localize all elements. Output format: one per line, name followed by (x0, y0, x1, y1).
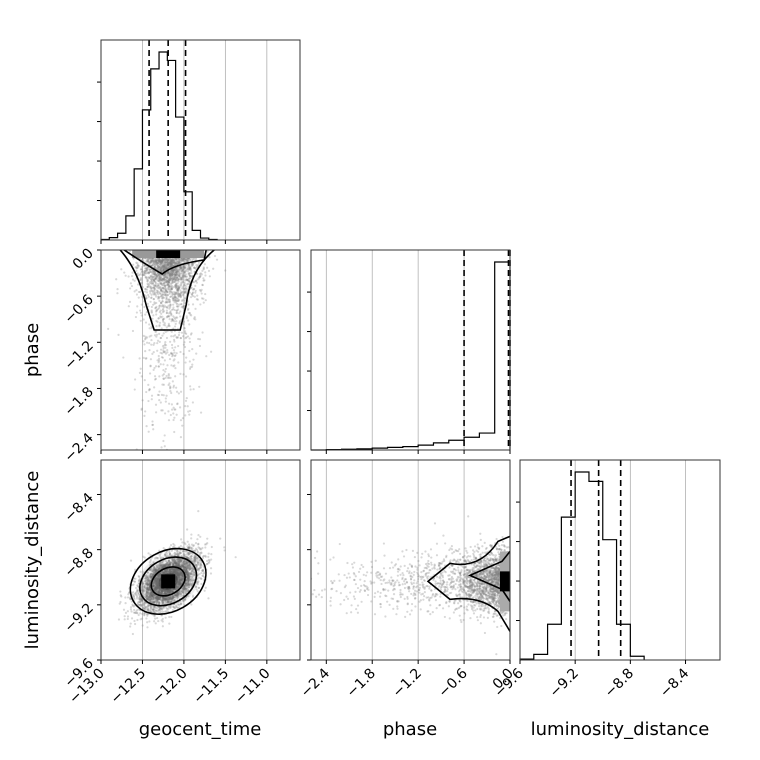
density-peak (500, 571, 510, 592)
contour-line (123, 250, 207, 275)
x-tick-label: −8.8 (602, 666, 637, 701)
x-tick-label: −11.5 (191, 666, 233, 708)
y-tick-label: −0.6 (61, 292, 96, 327)
x-tick-label: −11.0 (232, 666, 274, 708)
histogram-geocent_time (100, 51, 218, 241)
scatter-geocent_time_phase (107, 250, 227, 450)
x-tick-label: −9.6 (491, 665, 526, 700)
panel-frame-geocent_time_phase (100, 249, 301, 451)
y-tick-label: −8.4 (61, 490, 96, 525)
x-axis-label-geocent-time: geocent_time (139, 719, 262, 740)
y-tick-label: −2.4 (61, 430, 96, 465)
y-tick-label: −8.8 (61, 545, 96, 580)
y-axis-label-phase: phase (22, 323, 43, 377)
histogram-luminosity_distance (519, 471, 645, 660)
hist-frame-luminosity_distance (519, 459, 721, 661)
density-shade (137, 553, 200, 610)
x-tick-label: −8.4 (657, 665, 692, 700)
scatter-phase_luminosity_distance (311, 515, 510, 656)
contour-line (426, 535, 510, 632)
panel-frame-phase_luminosity_distance (310, 459, 511, 661)
y-tick-label: −1.2 (61, 338, 96, 373)
hist-frame-geocent_time (100, 39, 301, 241)
density-shade (158, 572, 178, 590)
x-tick-label: −1.8 (344, 666, 379, 701)
panel-frame-geocent_time_luminosity_distance (100, 459, 301, 661)
contour-line (468, 550, 510, 602)
histogram-phase (311, 261, 511, 451)
contour-line (119, 250, 215, 331)
x-axis-label-phase: phase (383, 719, 437, 740)
contour-line (129, 547, 207, 615)
density-peak (156, 250, 181, 258)
x-tick-label: −9.2 (547, 666, 582, 701)
contour-line (139, 556, 198, 607)
y-tick-label: −9.2 (61, 600, 96, 635)
scatter-geocent_time_luminosity_distance (117, 510, 237, 636)
y-tick-label: 0.0 (70, 246, 97, 273)
y-tick-label: −1.8 (61, 384, 96, 419)
y-axis-label-luminosity-distance: luminosity_distance (22, 471, 43, 650)
x-tick-label: −0.6 (436, 665, 471, 700)
density-peak (161, 574, 176, 589)
density-shade (146, 562, 190, 601)
contour-line (150, 566, 186, 597)
x-tick-label: −1.2 (390, 666, 425, 701)
x-axis-label-luminosity-distance: luminosity_distance (531, 719, 710, 740)
x-tick-label: −12.5 (108, 666, 150, 708)
panel-grid (325, 250, 511, 450)
hist-frame-phase (310, 249, 511, 451)
x-tick-label: −2.4 (298, 665, 333, 700)
x-tick-label: −12.0 (149, 666, 191, 708)
